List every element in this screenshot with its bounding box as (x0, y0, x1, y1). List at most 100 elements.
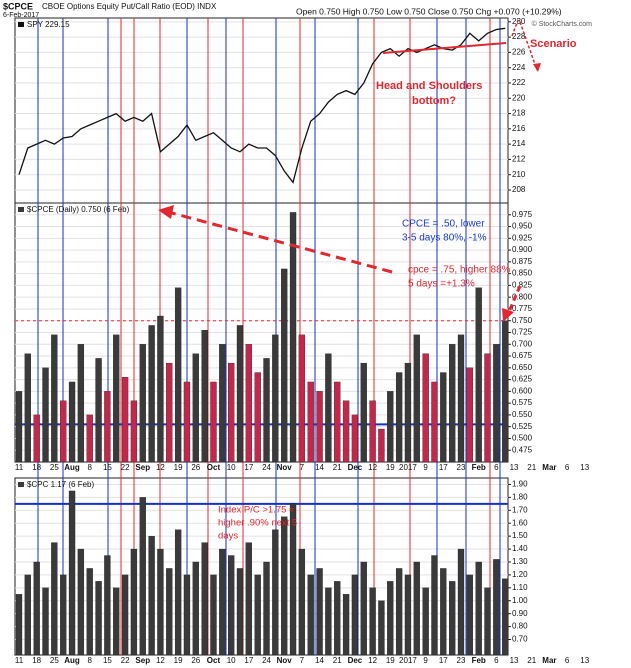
bar (174, 287, 182, 463)
bar (502, 320, 509, 463)
y-tick-label: 0.625 (512, 375, 533, 384)
x-tick-label: Aug (64, 656, 80, 665)
bar (148, 535, 155, 656)
y-tick-label: 0.750 (512, 316, 533, 325)
annotation: Index P/C >1.75 = (218, 505, 295, 516)
bar (210, 381, 217, 463)
bar (95, 581, 102, 656)
bar (502, 578, 509, 656)
x-tick-label: 17 (439, 463, 448, 472)
x-tick-label: 6 (494, 656, 499, 665)
y-tick-label: 0.600 (512, 386, 533, 395)
y-tick-label: 1.30 (512, 557, 528, 566)
x-tick-label: 7 (300, 463, 305, 472)
bar (42, 587, 49, 656)
x-tick-label: 8 (87, 463, 92, 472)
bar (254, 372, 261, 463)
bar (201, 542, 208, 656)
x-tick-label: 10 (227, 463, 236, 472)
bar (457, 548, 465, 656)
x-tick-label: 19 (386, 656, 395, 665)
x-tick-label: Feb (472, 656, 486, 665)
bar (121, 574, 129, 656)
y-tick-label: 0.925 (512, 233, 533, 242)
x-tick-label: 17 (439, 656, 448, 665)
y-tick-label: 0.575 (512, 398, 533, 407)
bar (236, 325, 244, 463)
bar (289, 503, 297, 656)
y-tick-label: 0.80 (512, 622, 528, 631)
bar (33, 414, 40, 463)
x-tick-label: Mar (542, 656, 556, 665)
y-tick-label: 0.90 (512, 609, 528, 618)
neckline (382, 42, 507, 54)
bar (431, 555, 438, 656)
bar (449, 344, 456, 463)
bar (440, 372, 447, 463)
bar (413, 334, 420, 463)
annotation: 3-5 days 80%, -1% (402, 233, 487, 244)
bar (139, 344, 146, 463)
x-tick-label: 6 (494, 463, 499, 472)
bar (457, 334, 465, 463)
bar (387, 391, 394, 463)
bar (228, 362, 235, 463)
y-tick-label: 0.525 (512, 422, 533, 431)
x-tick-label: 25 (50, 463, 59, 472)
x-tick-label: 13 (580, 463, 589, 472)
bar (404, 362, 412, 463)
bar (77, 548, 85, 656)
y-tick-label: 212 (512, 155, 526, 164)
x-tick-label: Oct (207, 463, 221, 472)
bar (183, 381, 191, 463)
bar (449, 581, 456, 656)
bar (157, 315, 164, 463)
x-tick-label: 12 (368, 656, 377, 665)
x-tick-label: Oct (207, 656, 221, 665)
bar (466, 574, 473, 656)
bar (201, 329, 208, 463)
bar (422, 353, 429, 463)
bar (325, 587, 332, 656)
x-tick-label: 21 (333, 656, 342, 665)
bar (272, 334, 279, 463)
bar (307, 381, 314, 463)
bar (77, 344, 85, 463)
y-tick-label: 220 (512, 93, 526, 102)
bar (298, 548, 306, 656)
x-tick-label: 18 (32, 463, 41, 472)
annotations: Scenario Head and Shoulders bottom? CPCE… (158, 19, 577, 542)
bar (475, 561, 482, 656)
legend-label: $CPC 1.17 (6 Feb) (27, 480, 94, 489)
bar (378, 600, 385, 656)
y-tick-label: 1.40 (512, 544, 528, 553)
bar (298, 334, 306, 463)
bar (139, 497, 146, 656)
bar (60, 400, 67, 463)
legend-label: SPY 229.15 (27, 20, 70, 29)
y-tick-label: 230 (512, 17, 526, 26)
x-tick-label: 25 (50, 656, 59, 665)
x-tick-label: 19 (174, 463, 183, 472)
x-tick-label: Nov (277, 656, 293, 665)
annotation: higher .90% next 5 (218, 518, 297, 529)
y-tick-label: 1.20 (512, 570, 528, 579)
y-tick-label: 1.80 (512, 492, 528, 501)
x-tick-label: 24 (262, 463, 271, 472)
y-tick-label: 0.950 (512, 222, 533, 231)
chart-date: 6-Feb-2017 (3, 12, 39, 19)
chart-title: $CPCE (3, 1, 33, 11)
bar (104, 391, 111, 463)
bar (387, 581, 394, 656)
bar (360, 561, 367, 656)
bar (245, 542, 252, 656)
x-tick-label: Sep (135, 463, 150, 472)
y-tick-label: 214 (512, 139, 526, 148)
pointer-arrow (506, 285, 522, 315)
bar (431, 381, 438, 463)
bar (166, 568, 173, 656)
y-tick-label: 1.70 (512, 505, 528, 514)
x-tick-label: 21 (527, 656, 536, 665)
bar (192, 353, 199, 463)
